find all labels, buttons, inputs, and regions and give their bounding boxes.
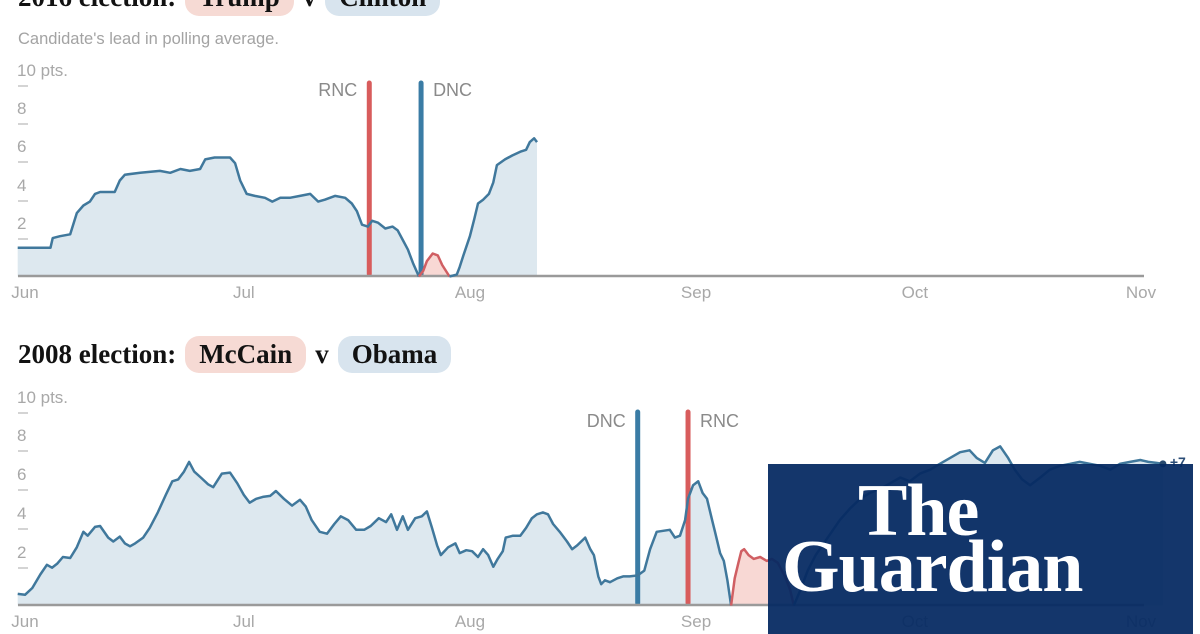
candidate-pill-mccain: McCain (185, 336, 307, 373)
chart-2008-title-prefix: 2008 election: (18, 339, 177, 369)
candidate-pill-trump: Trump (185, 0, 294, 16)
versus-label-2016: v (303, 0, 317, 13)
chart-2008-title: 2008 election: McCain v Obama (18, 336, 452, 373)
versus-label-2008: v (315, 339, 329, 369)
guardian-logo-line1: The (858, 470, 979, 552)
guardian-logo: The Guardian (768, 464, 1193, 634)
lead-area-clinton-2016 (449, 138, 537, 277)
chart-2016-title-prefix: 2016 election: (18, 0, 176, 13)
chart-subtitle: Candidate's lead in polling average. (18, 30, 279, 48)
guardian-logo-line2: Guardian (782, 526, 1083, 608)
lead-area-obama-2008 (17, 461, 732, 606)
lead-line-trump-2016 (417, 252, 451, 278)
candidate-pill-obama: Obama (337, 336, 452, 373)
lead-line-clinton-2016 (17, 156, 421, 278)
chart-2016-title: 2016 election: Trump v Clinton (18, 0, 441, 16)
lead-line-obama-2008 (17, 460, 733, 606)
lead-area-trump-2016 (418, 253, 450, 277)
candidate-pill-clinton: Clinton (325, 0, 441, 16)
lead-line-clinton-2016 (449, 137, 538, 278)
